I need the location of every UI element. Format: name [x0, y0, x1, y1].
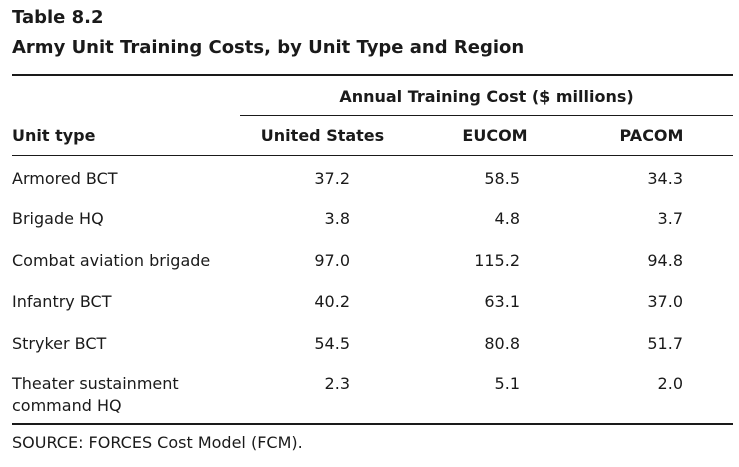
group-header-rule	[240, 115, 733, 116]
row-value-eucom: 63.1	[484, 292, 520, 311]
header-bottom-rule	[12, 155, 733, 156]
table-source-note: SOURCE: FORCES Cost Model (FCM).	[12, 433, 303, 452]
row-value-pacom: 3.7	[657, 209, 683, 228]
table-bottom-rule	[12, 423, 733, 425]
row-value-us: 37.2	[314, 169, 350, 188]
row-unit-type: Stryker BCT	[12, 334, 107, 353]
column-header-pacom: PACOM	[619, 126, 684, 145]
row-unit-type: Theater sustainment command HQ	[12, 374, 179, 415]
row-value-us: 40.2	[314, 292, 350, 311]
row-value-us: 97.0	[314, 251, 350, 270]
row-unit-type: Infantry BCT	[12, 292, 112, 311]
row-unit-type: Combat aviation brigade	[12, 251, 211, 270]
column-header-unit-type: Unit type	[12, 126, 96, 145]
column-header-united-states: United States	[260, 126, 385, 145]
row-unit-type: Brigade HQ	[12, 209, 104, 228]
row-value-pacom: 37.0	[647, 292, 683, 311]
column-header-eucom: EUCOM	[462, 126, 528, 145]
row-value-us: 2.3	[324, 374, 350, 393]
row-value-eucom: 4.8	[494, 209, 520, 228]
row-value-pacom: 2.0	[657, 374, 683, 393]
table-number: Table 8.2	[12, 7, 104, 28]
row-value-eucom: 58.5	[484, 169, 520, 188]
row-value-eucom: 5.1	[494, 374, 520, 393]
row-value-pacom: 34.3	[647, 169, 683, 188]
table-title: Army Unit Training Costs, by Unit Type a…	[12, 37, 525, 58]
table-top-rule	[12, 74, 733, 76]
row-value-us: 54.5	[314, 334, 350, 353]
group-header-annual-cost: Annual Training Cost ($ millions)	[339, 87, 634, 106]
row-value-pacom: 51.7	[647, 334, 683, 353]
row-value-us: 3.8	[324, 209, 350, 228]
row-value-eucom: 115.2	[474, 251, 520, 270]
row-value-eucom: 80.8	[484, 334, 520, 353]
row-value-pacom: 94.8	[647, 251, 683, 270]
row-unit-type: Armored BCT	[12, 169, 118, 188]
